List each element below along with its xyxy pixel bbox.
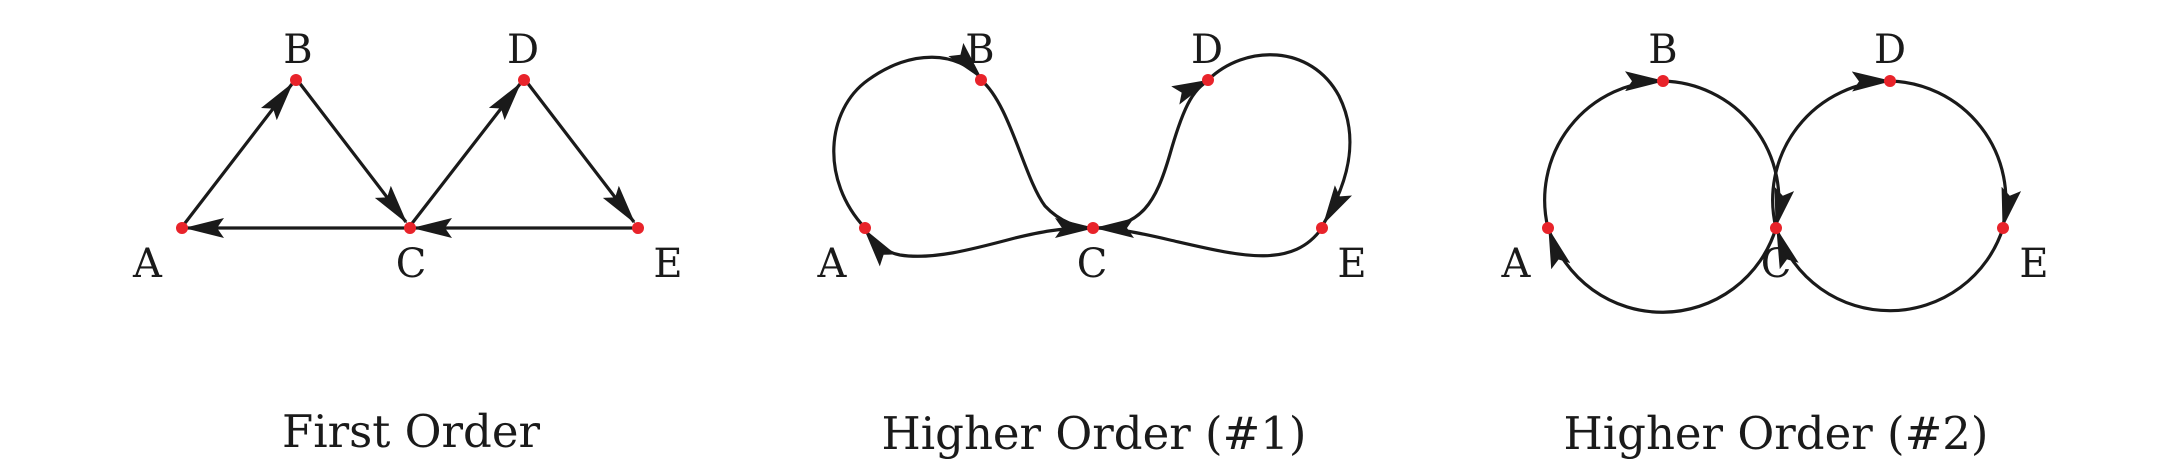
node-c [404, 222, 416, 234]
node-a [176, 222, 188, 234]
node-c [1087, 222, 1099, 234]
node-label-b: B [283, 27, 312, 73]
edge-b-c [1662, 79, 1795, 228]
edge-e-c [1775, 227, 2005, 313]
edge-c-a [1547, 227, 1778, 314]
edge-e-c [1094, 218, 1324, 258]
node-label-c: C [1761, 241, 1792, 287]
edge-b-c [296, 80, 408, 224]
node-b [975, 74, 987, 86]
edge-a-b [180, 82, 294, 228]
edge-c-d [1092, 78, 1212, 230]
edge-c-d [1771, 71, 1892, 229]
node-label-a: A [817, 241, 848, 287]
edge-c-a [863, 226, 1091, 267]
panel-first-order: A B C D E First Order [132, 27, 683, 458]
node-e [1316, 222, 1328, 234]
edge-d-e [1206, 53, 1353, 225]
node-a [1542, 222, 1554, 234]
node-d [1202, 74, 1214, 86]
node-b [1657, 75, 1669, 87]
node-label-e: E [1337, 241, 1366, 287]
node-d [1884, 75, 1896, 87]
node-label-b: B [965, 27, 994, 73]
panel-caption: First Order [282, 405, 540, 458]
panel-caption: Higher Order (#2) [1564, 407, 1989, 460]
edge-b-c [979, 78, 1095, 238]
edge-d-e [1889, 79, 2022, 228]
node-c [1770, 222, 1782, 234]
edge-a-b [1543, 71, 1665, 229]
node-a [859, 222, 871, 234]
node-label-b: B [1648, 27, 1677, 73]
edge-d-e [524, 80, 636, 224]
edge-c-d [408, 82, 522, 227]
node-label-d: D [1191, 27, 1223, 73]
panel-caption: Higher Order (#1) [882, 407, 1307, 460]
node-e [632, 222, 644, 234]
node-label-c: C [396, 241, 427, 287]
panel-higher-order-2: A B C D E Higher Order (#2) [1501, 27, 2049, 460]
node-label-d: D [507, 27, 539, 73]
node-b [290, 74, 302, 86]
panel-higher-order-1: A B C D E Higher Order (#1) [817, 27, 1367, 460]
node-e [1997, 222, 2009, 234]
node-label-c: C [1077, 241, 1108, 287]
node-label-a: A [132, 241, 163, 287]
node-d [518, 74, 530, 86]
node-label-d: D [1874, 27, 1906, 73]
node-label-e: E [653, 241, 682, 287]
node-label-e: E [2019, 241, 2048, 287]
edge-a-b [832, 42, 983, 230]
node-label-a: A [1501, 241, 1532, 287]
